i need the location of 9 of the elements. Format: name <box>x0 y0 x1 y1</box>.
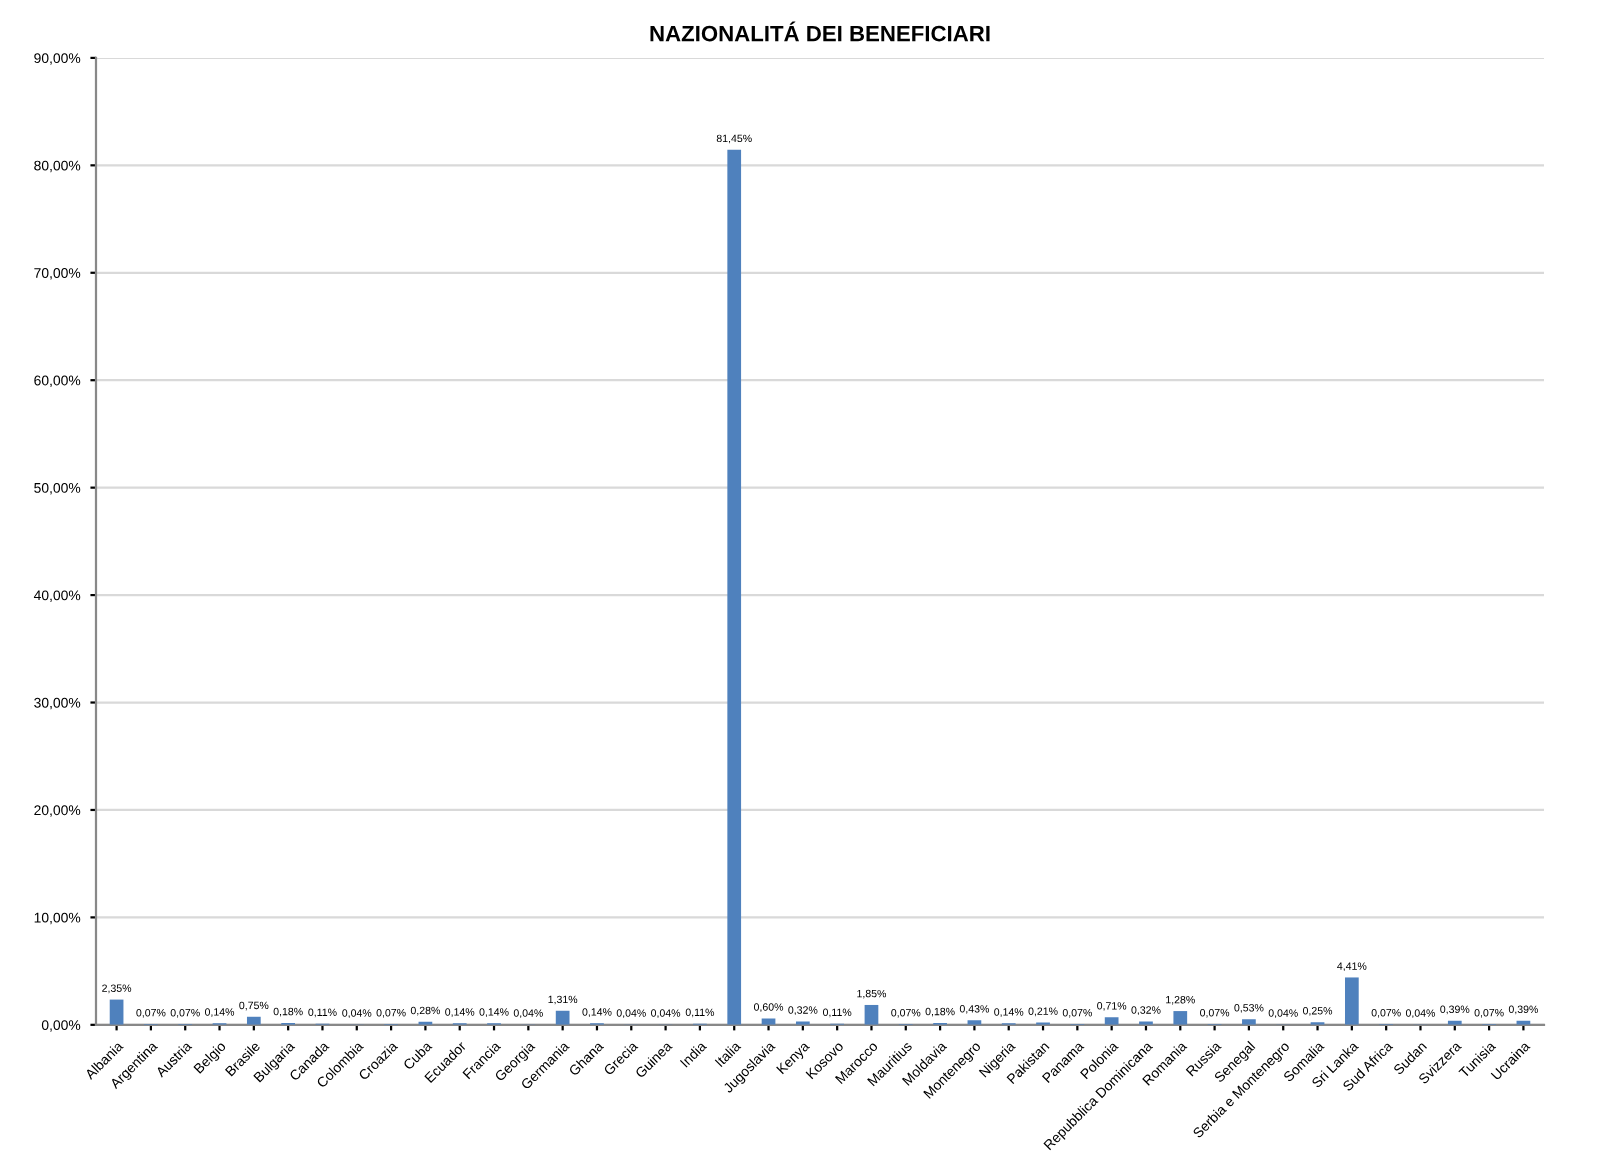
bar <box>1173 1011 1188 1025</box>
bar <box>109 999 124 1025</box>
bar <box>727 149 742 1025</box>
chart-title: NAZIONALITÁ DEI BENEFICIARI <box>650 21 990 42</box>
bar <box>864 1004 879 1025</box>
bar <box>1104 1017 1119 1025</box>
bar <box>1344 977 1359 1025</box>
bar <box>555 1010 570 1025</box>
bar <box>1242 1019 1256 1025</box>
